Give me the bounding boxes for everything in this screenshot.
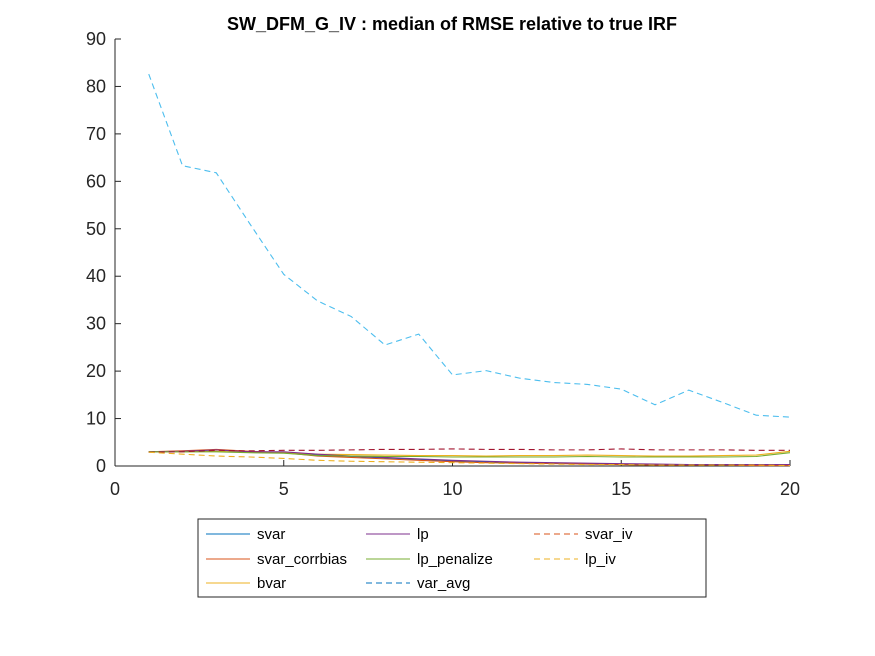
series-line-lp-penalize xyxy=(148,451,791,458)
series-group xyxy=(148,73,791,467)
y-tick-label: 50 xyxy=(86,219,106,239)
legend-label-svar-iv: svar_iv xyxy=(585,526,633,543)
x-tick-label: 20 xyxy=(780,479,800,499)
x-tick-label: 0 xyxy=(110,479,120,499)
y-tick-label: 0 xyxy=(96,456,106,476)
legend-label-lp: lp xyxy=(417,526,429,543)
y-tick-label: 80 xyxy=(86,76,106,96)
y-tick-label: 40 xyxy=(86,266,106,286)
legend-box xyxy=(197,518,707,598)
x-axis: 0 5 10 15 20 xyxy=(110,460,800,499)
legend-label-lp-iv: lp_iv xyxy=(585,551,616,568)
legend-label-svar: svar xyxy=(257,526,285,543)
x-tick-label: 5 xyxy=(279,479,289,499)
y-tick-label: 90 xyxy=(86,29,106,49)
legend-label-lp-penalize: lp_penalize xyxy=(417,551,493,568)
series-line-var-avg xyxy=(148,73,791,418)
chart-title: SW_DFM_G_IV : median of RMSE relative to… xyxy=(227,14,677,34)
legend-label-var-avg: var_avg xyxy=(417,575,470,592)
x-tick-label: 10 xyxy=(442,479,462,499)
series-line-lp-iv xyxy=(148,451,791,467)
y-tick-label: 30 xyxy=(86,314,106,334)
plot-area xyxy=(114,39,790,467)
y-axis: 0 10 20 30 40 50 60 70 80 90 xyxy=(86,29,121,476)
series-line-svar-iv xyxy=(148,448,790,453)
plot-background xyxy=(115,39,790,466)
y-tick-label: 70 xyxy=(86,124,106,144)
legend-label-bvar: bvar xyxy=(257,575,286,592)
y-tick-label: 60 xyxy=(86,171,106,191)
y-tick-label: 10 xyxy=(86,409,106,429)
x-tick-label: 15 xyxy=(611,479,631,499)
legend: svar lp svar_iv svar_corrbias lp_penalize lp_… xyxy=(197,518,707,598)
y-tick-label: 20 xyxy=(86,361,106,381)
legend-label-svar-corrbias: svar_corrbias xyxy=(257,551,347,568)
